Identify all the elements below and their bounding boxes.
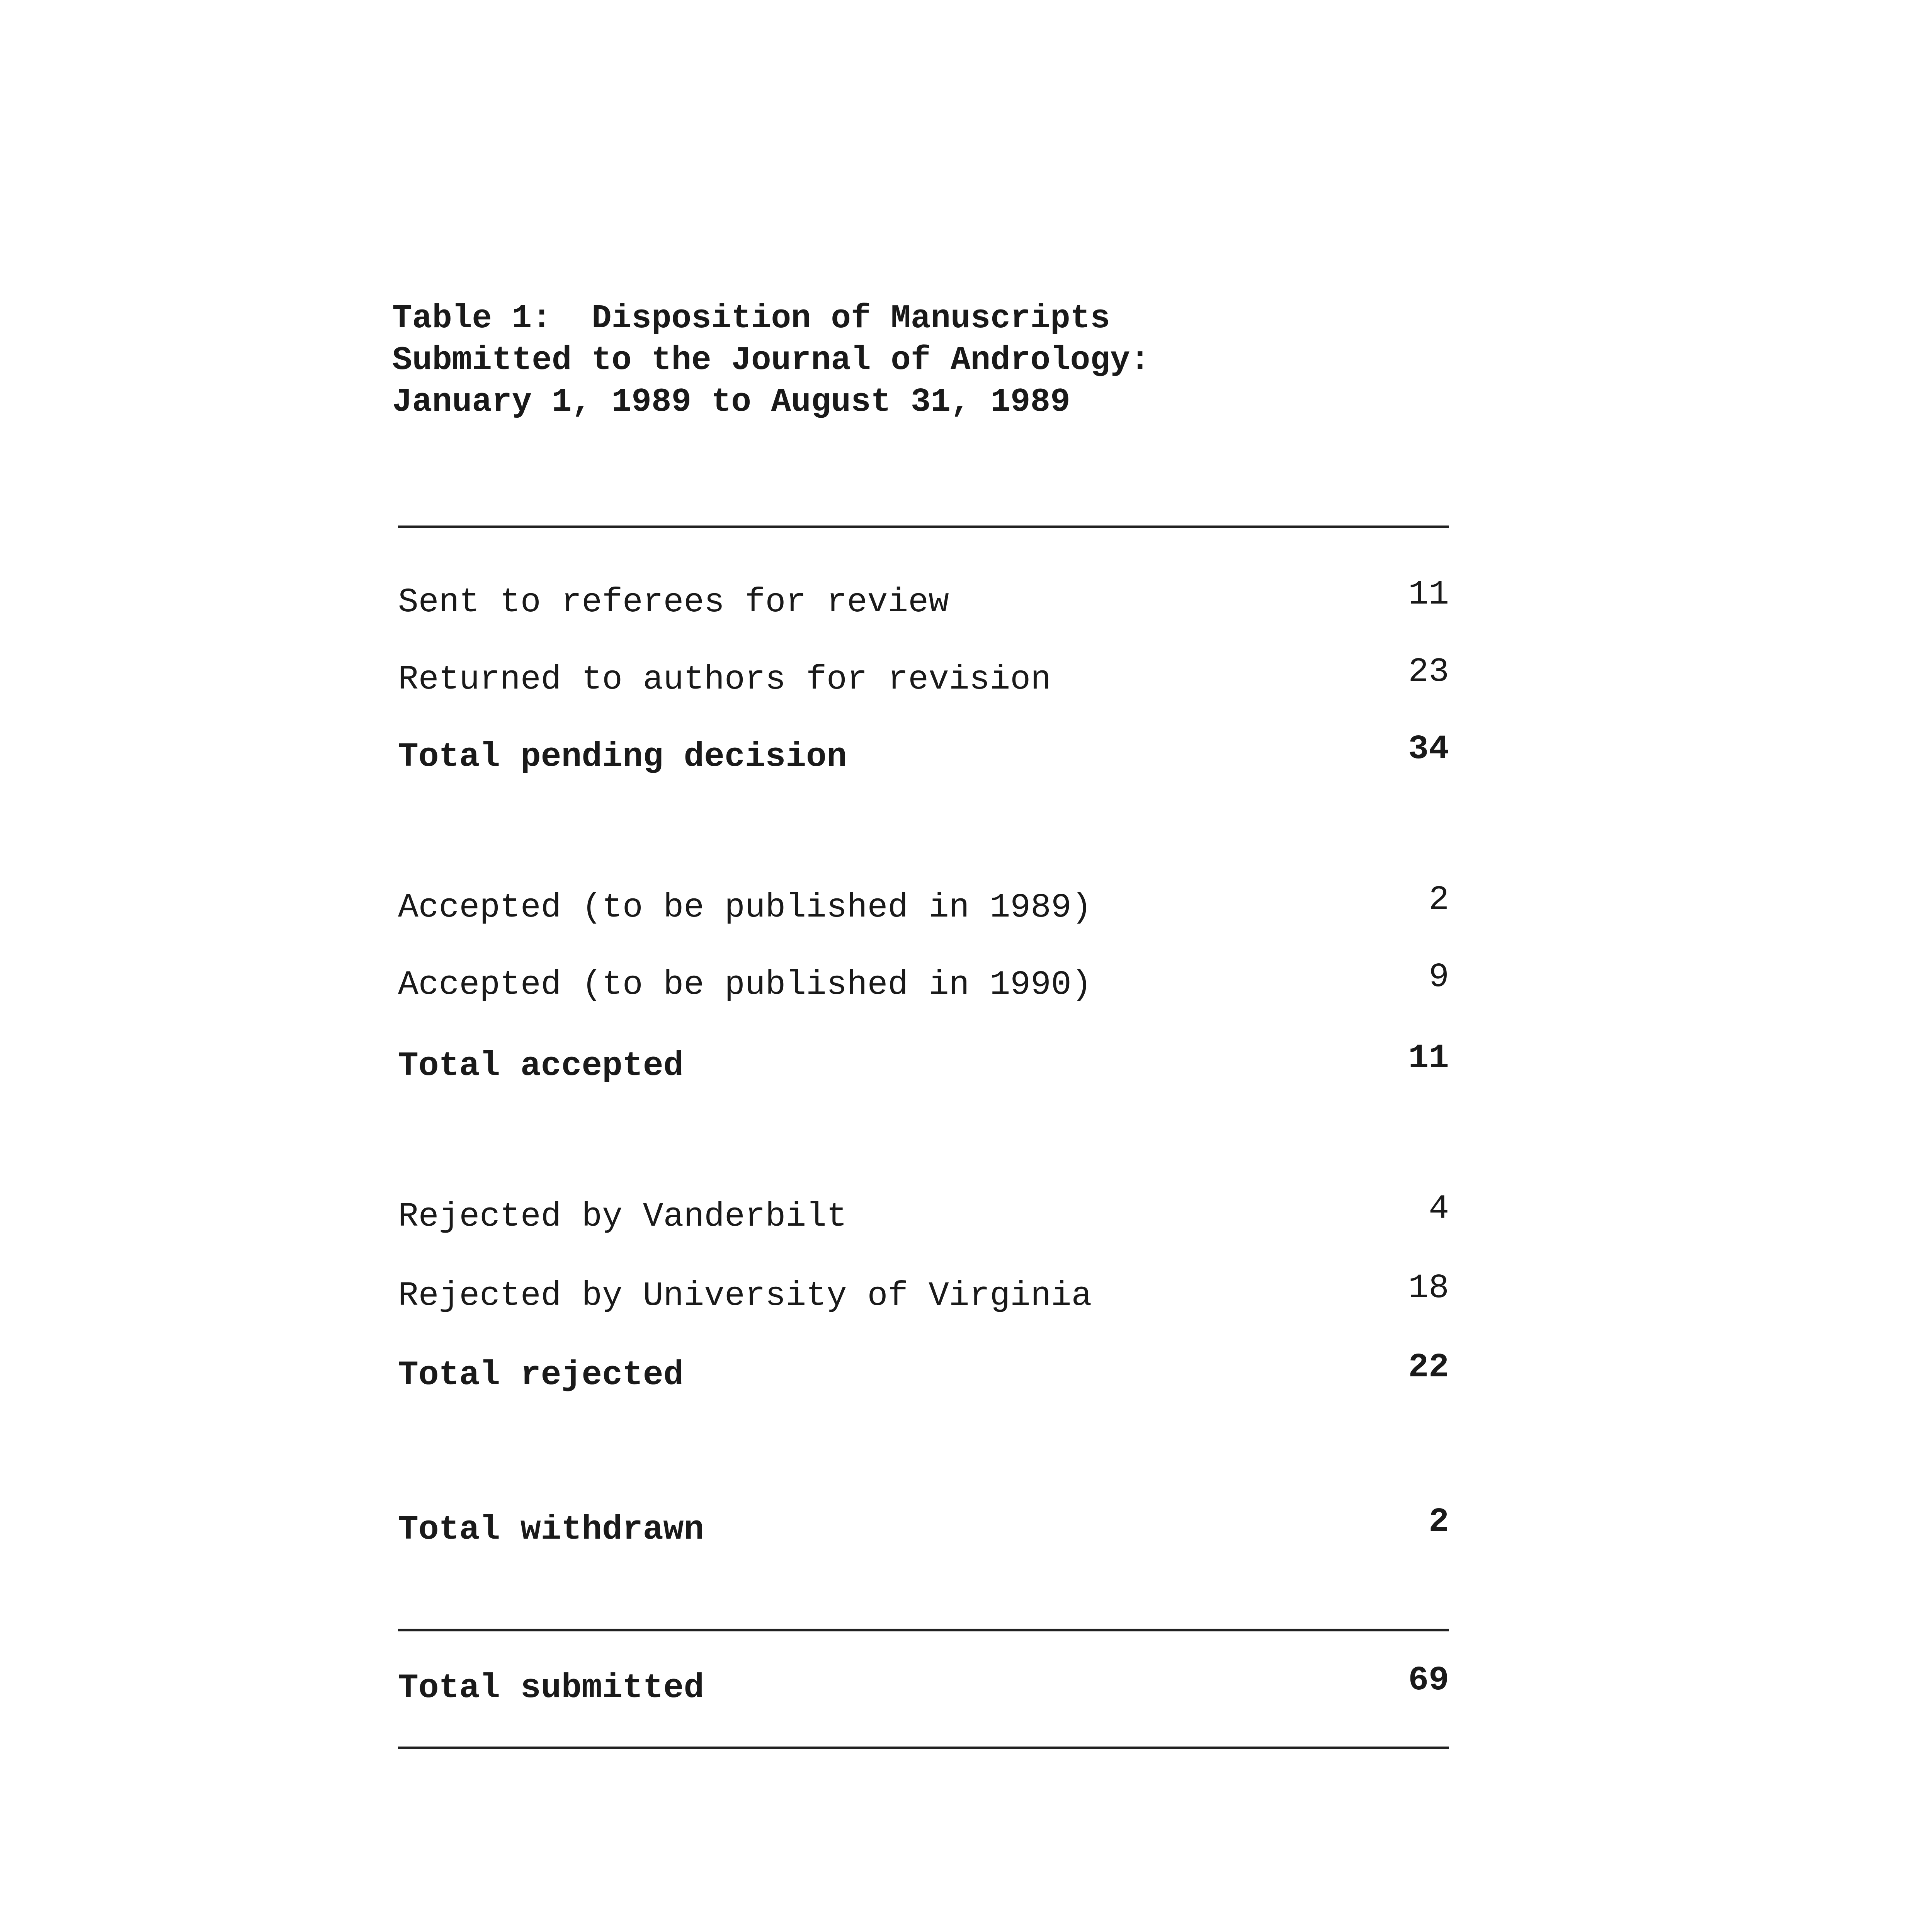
table-row: Rejected by Vanderbilt 4 bbox=[398, 1190, 1449, 1240]
row-value: 69 bbox=[1408, 1662, 1449, 1700]
row-value: 23 bbox=[1408, 653, 1449, 691]
subtotal-row: Total rejected 22 bbox=[398, 1349, 1449, 1399]
table-row: Returned to authors for revision 23 bbox=[398, 653, 1449, 703]
bottom-rule bbox=[398, 1747, 1449, 1749]
row-label: Accepted (to be published in 1989) bbox=[398, 889, 1092, 927]
table-row: Sent to referees for review 11 bbox=[398, 576, 1449, 626]
row-label: Total submitted bbox=[398, 1669, 704, 1708]
table-row: Rejected by University of Virginia 18 bbox=[398, 1269, 1449, 1320]
subtotal-row: Total pending decision 34 bbox=[398, 730, 1449, 781]
row-value: 18 bbox=[1408, 1269, 1449, 1308]
document-page: Table 1: Disposition of Manuscripts Submi… bbox=[392, 298, 1449, 1749]
row-value: 2 bbox=[1429, 881, 1449, 919]
row-label: Rejected by University of Virginia bbox=[398, 1277, 1092, 1315]
total-rule bbox=[398, 1629, 1449, 1631]
row-value: 4 bbox=[1429, 1190, 1449, 1228]
row-label: Sent to referees for review bbox=[398, 583, 949, 622]
row-value: 9 bbox=[1429, 958, 1449, 997]
subtotal-row: Total accepted 11 bbox=[398, 1039, 1449, 1090]
row-label: Total withdrawn bbox=[398, 1511, 704, 1549]
row-label: Rejected by Vanderbilt bbox=[398, 1198, 847, 1236]
row-value: 2 bbox=[1429, 1503, 1449, 1541]
row-label: Total pending decision bbox=[398, 738, 847, 776]
row-value: 11 bbox=[1408, 576, 1449, 614]
row-value: 34 bbox=[1408, 730, 1449, 769]
table-row: Accepted (to be published in 1989) 2 bbox=[398, 881, 1449, 931]
row-value: 22 bbox=[1408, 1349, 1449, 1387]
top-rule bbox=[398, 526, 1449, 528]
table-row: Accepted (to be published in 1990) 9 bbox=[398, 958, 1449, 1009]
row-value: 11 bbox=[1408, 1039, 1449, 1078]
title-line-3: January 1, 1989 to August 31, 1989 bbox=[392, 383, 1070, 421]
total-row: Total submitted 69 bbox=[398, 1662, 1449, 1712]
title-line-2: Submitted to the Journal of Andrology: bbox=[392, 341, 1150, 379]
subtotal-row: Total withdrawn 2 bbox=[398, 1503, 1449, 1553]
row-label: Accepted (to be published in 1990) bbox=[398, 966, 1092, 1004]
table-title: Table 1: Disposition of Manuscripts Submi… bbox=[392, 298, 1150, 423]
row-label: Total rejected bbox=[398, 1356, 684, 1395]
row-label: Returned to authors for revision bbox=[398, 661, 1051, 699]
row-label: Total accepted bbox=[398, 1047, 684, 1085]
title-line-1: Table 1: Disposition of Manuscripts bbox=[392, 299, 1110, 337]
